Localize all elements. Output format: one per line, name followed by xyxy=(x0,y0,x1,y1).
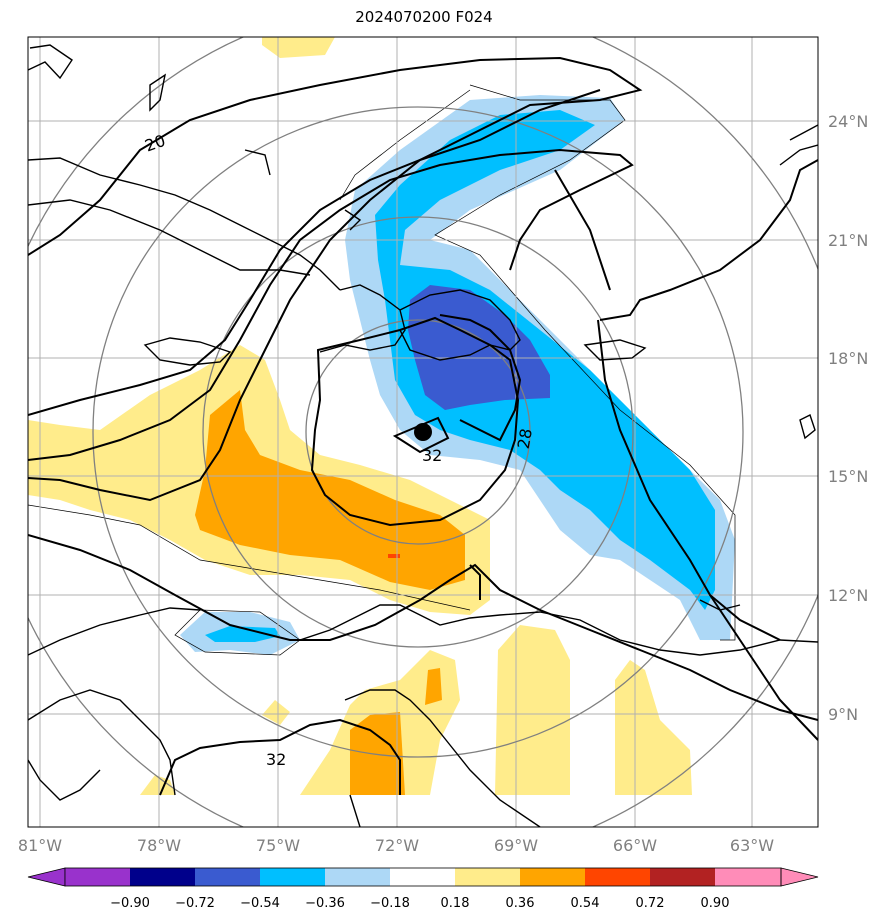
colorbar-tick-label: −0.36 xyxy=(305,896,345,911)
latitude-labels: 24°N 21°N 18°N 15°N 12°N 9°N xyxy=(828,112,868,724)
lat-label-24n: 24°N xyxy=(828,112,868,131)
lon-label-66w: 66°W xyxy=(613,836,657,855)
colorbar-segment xyxy=(65,868,130,886)
lat-label-12n: 12°N xyxy=(828,586,868,605)
contour-label-28: 28 xyxy=(514,427,536,450)
contour-label-32-center: 32 xyxy=(422,446,442,465)
negative-shading-mid xyxy=(375,110,715,610)
lon-label-81w: 81°W xyxy=(18,836,62,855)
colorbar-segment xyxy=(585,868,650,886)
positive-shading-orange-south xyxy=(350,712,405,795)
colorbar-segment xyxy=(390,868,455,886)
colorbar-extend-high xyxy=(780,867,819,887)
map-title: 2024070200 F024 xyxy=(355,8,493,26)
map-panel: 20 32 28 32 xyxy=(28,37,818,827)
negative-shading-west-mid xyxy=(205,626,280,642)
lon-label-63w: 63°W xyxy=(730,836,774,855)
contour-label-32-south: 32 xyxy=(266,750,286,769)
lat-label-9n: 9°N xyxy=(828,705,858,724)
colorbar-segment xyxy=(260,868,325,886)
lon-label-69w: 69°W xyxy=(494,836,538,855)
longitude-labels: 81°W 78°W 75°W 72°W 69°W 66°W 63°W xyxy=(18,836,774,855)
colorbar-segment xyxy=(715,868,781,886)
colorbar-segment xyxy=(455,868,520,886)
lon-label-75w: 75°W xyxy=(256,836,300,855)
colorbar-segment xyxy=(130,868,195,886)
coastlines xyxy=(28,44,818,827)
colorbar-tick-label: −0.54 xyxy=(240,896,280,911)
colorbar-extend-low xyxy=(27,867,66,887)
contour-labels: 20 32 28 32 xyxy=(142,131,536,769)
lat-label-18n: 18°N xyxy=(828,349,868,368)
colorbar-tick-label: 0.18 xyxy=(441,896,470,911)
positive-shading-south-3 xyxy=(615,660,692,795)
colorbar-tick-label: −0.72 xyxy=(175,896,215,911)
colorbar-segment xyxy=(325,868,390,886)
positive-shading-south-2 xyxy=(495,625,570,795)
colorbar-segment xyxy=(520,868,585,886)
colorbar-tick-label: 0.54 xyxy=(571,896,600,911)
colorbar-tick-label: 0.36 xyxy=(506,896,535,911)
range-rings xyxy=(28,37,818,827)
colorbar-frame xyxy=(64,867,782,887)
storm-center-marker xyxy=(414,423,432,441)
positive-shading-orange-south-2 xyxy=(425,668,442,705)
height-contours xyxy=(28,56,818,796)
colorbar-tick-label: −0.18 xyxy=(370,896,410,911)
colorbar-tick-label: 0.90 xyxy=(701,896,730,911)
graticule xyxy=(28,37,818,827)
colorbar-segment xyxy=(650,868,715,886)
colorbar-tick-label: −0.90 xyxy=(110,896,150,911)
positive-shading-top xyxy=(262,37,335,58)
shading-layer xyxy=(28,37,735,795)
colorbar: −0.90 −0.72 −0.54 −0.36 −0.18 0.18 0.36 … xyxy=(27,867,819,911)
lat-label-15n: 15°N xyxy=(828,467,868,486)
colorbar-segment xyxy=(195,868,260,886)
lon-label-78w: 78°W xyxy=(137,836,181,855)
colorbar-tick-label: 0.72 xyxy=(636,896,665,911)
map-frame xyxy=(27,36,819,828)
positive-shading-spot xyxy=(262,700,290,725)
lat-label-21n: 21°N xyxy=(828,231,868,250)
lon-label-72w: 72°W xyxy=(375,836,419,855)
positive-shading-red-spot xyxy=(388,554,400,558)
